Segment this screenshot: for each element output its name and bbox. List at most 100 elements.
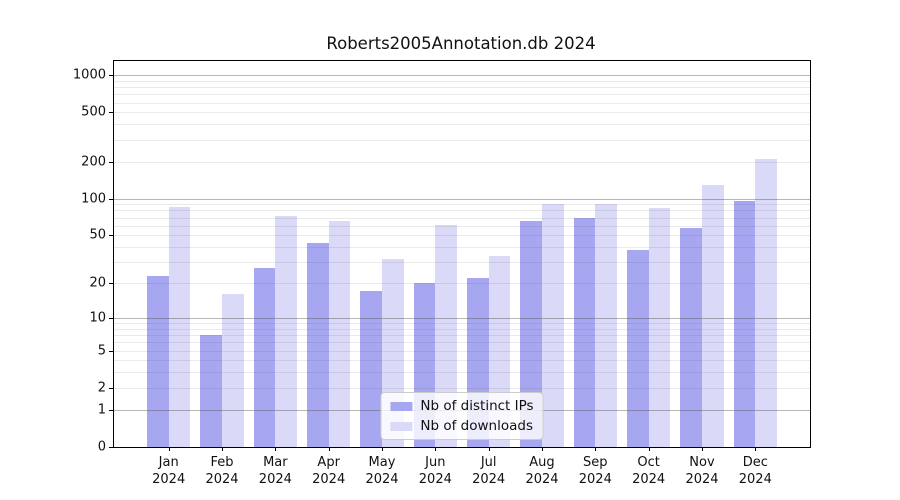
gridline-major-1000 [114,75,810,77]
gridline-minor-400 [114,124,810,126]
y-tick-label-500: 500 [81,104,106,120]
y-tick-label-100: 100 [81,191,106,207]
chart-title: Roberts2005Annotation.db 2024 [326,34,596,53]
y-tick-mark-10 [109,317,113,319]
gridline-minor-9 [114,323,810,325]
x-tick-mark-nov-2024 [701,447,703,451]
gridline-minor-50 [114,235,810,237]
gridline-minor-7 [114,335,810,337]
gridline-minor-80 [114,210,810,212]
gridline-minor-700 [114,94,810,96]
x-tick-label-mar-2024: Mar 2024 [258,455,292,487]
gridline-minor-300 [114,139,810,141]
x-tick-label-aug-2024: Aug 2024 [525,455,559,487]
gridline-minor-800 [114,87,810,89]
y-tick-label-20: 20 [89,275,106,291]
bar-nb-of-downloads-sep-2024 [595,204,617,447]
x-tick-mark-jun-2024 [435,447,437,451]
y-tick-label-10: 10 [89,310,106,326]
x-tick-label-jul-2024: Jul 2024 [472,455,506,487]
bar-nb-of-downloads-jan-2024 [168,206,191,447]
y-tick-label-5: 5 [97,343,106,359]
bar-nb-of-distinct-ips-jan-2024 [147,275,169,447]
y-tick-mark-1000 [109,75,113,77]
legend-item-distinct-ips: Nb of distinct IPs [390,397,534,415]
y-tick-label-1000: 1000 [72,67,106,83]
bar-nb-of-downloads-apr-2024 [328,221,351,447]
gridline-minor-2 [114,387,810,389]
gridline-minor-60 [114,225,810,227]
x-tick-mark-jan-2024 [168,447,170,451]
y-tick-mark-200 [109,161,113,163]
x-tick-label-sep-2024: Sep 2024 [578,455,612,487]
gridline-minor-900 [114,80,810,82]
bar-nb-of-distinct-ips-feb-2024 [200,335,222,447]
bar-nb-of-downloads-oct-2024 [648,207,671,447]
legend: Nb of distinct IPs Nb of downloads [380,392,544,440]
y-tick-mark-5 [109,350,113,352]
bar-nb-of-downloads-feb-2024 [222,294,244,447]
legend-swatch-distinct-ips [390,401,413,411]
x-tick-label-dec-2024: Dec 2024 [738,455,772,487]
gridline-minor-6 [114,342,810,344]
gridline-minor-30 [114,262,810,264]
legend-label-downloads: Nb of downloads [420,418,533,434]
y-tick-mark-50 [109,235,113,237]
plot-area: Nb of distinct IPs Nb of downloads 0 1 2 5 1… [73,60,811,487]
bar-nb-of-distinct-ips-mar-2024 [253,267,276,447]
x-tick-mark-dec-2024 [755,447,757,451]
bar-nb-of-distinct-ips-oct-2024 [627,249,649,447]
gridline-minor-600 [114,102,810,104]
x-tick-label-jun-2024: Jun 2024 [418,455,452,487]
y-tick-mark-0 [109,447,113,448]
x-tick-mark-mar-2024 [275,447,277,451]
gridline-minor-70 [114,217,810,219]
y-tick-label-0: 0 [97,439,106,455]
gridline-minor-200 [114,161,810,163]
legend-label-distinct-ips: Nb of distinct IPs [420,398,534,414]
legend-item-downloads: Nb of downloads [390,417,533,435]
gridline-minor-20 [114,283,810,285]
x-tick-label-oct-2024: Oct 2024 [632,455,666,487]
y-tick-label-1: 1 [97,402,106,418]
y-tick-mark-20 [109,283,113,285]
bar-nb-of-downloads-dec-2024 [755,158,777,447]
x-tick-label-jan-2024: Jan 2024 [152,455,186,487]
bar-nb-of-distinct-ips-may-2024 [360,291,382,447]
legend-swatch-downloads [390,421,413,431]
y-tick-mark-500 [109,112,113,114]
bar-nb-of-downloads-mar-2024 [275,216,297,447]
x-tick-mark-feb-2024 [222,447,223,451]
x-tick-label-apr-2024: Apr 2024 [312,455,346,487]
bar-nb-of-downloads-jun-2024 [435,224,457,447]
y-tick-label-50: 50 [89,227,106,243]
x-tick-mark-sep-2024 [595,447,597,451]
y-tick-label-200: 200 [81,154,106,170]
gridline-minor-4 [114,360,810,362]
bar-nb-of-distinct-ips-aug-2024 [520,221,542,447]
gridline-minor-3 [114,372,810,374]
gridline-minor-5 [114,350,810,352]
y-tick-mark-100 [109,198,113,200]
x-tick-label-feb-2024: Feb 2024 [205,455,239,487]
gridline-minor-90 [114,204,810,206]
x-tick-mark-jul-2024 [488,447,490,451]
gridline-minor-8 [114,328,810,330]
x-tick-mark-may-2024 [382,447,383,451]
gridline-minor-500 [114,112,810,114]
gridline-major-10 [114,317,810,319]
gridline-minor-40 [114,247,810,249]
x-tick-mark-apr-2024 [328,447,330,451]
y-tick-label-2: 2 [97,380,106,396]
bar-nb-of-downloads-nov-2024 [701,184,724,447]
bar-nb-of-distinct-ips-sep-2024 [573,217,596,447]
bar-nb-of-distinct-ips-apr-2024 [307,243,329,447]
x-tick-label-nov-2024: Nov 2024 [685,455,719,487]
bar-nb-of-distinct-ips-dec-2024 [733,201,756,447]
gridline-major-100 [114,198,810,200]
bar-nb-of-distinct-ips-nov-2024 [680,227,702,447]
y-tick-mark-1 [109,409,113,411]
x-tick-mark-aug-2024 [541,447,543,451]
x-tick-label-may-2024: May 2024 [365,455,399,487]
bar-nb-of-downloads-aug-2024 [541,203,564,447]
